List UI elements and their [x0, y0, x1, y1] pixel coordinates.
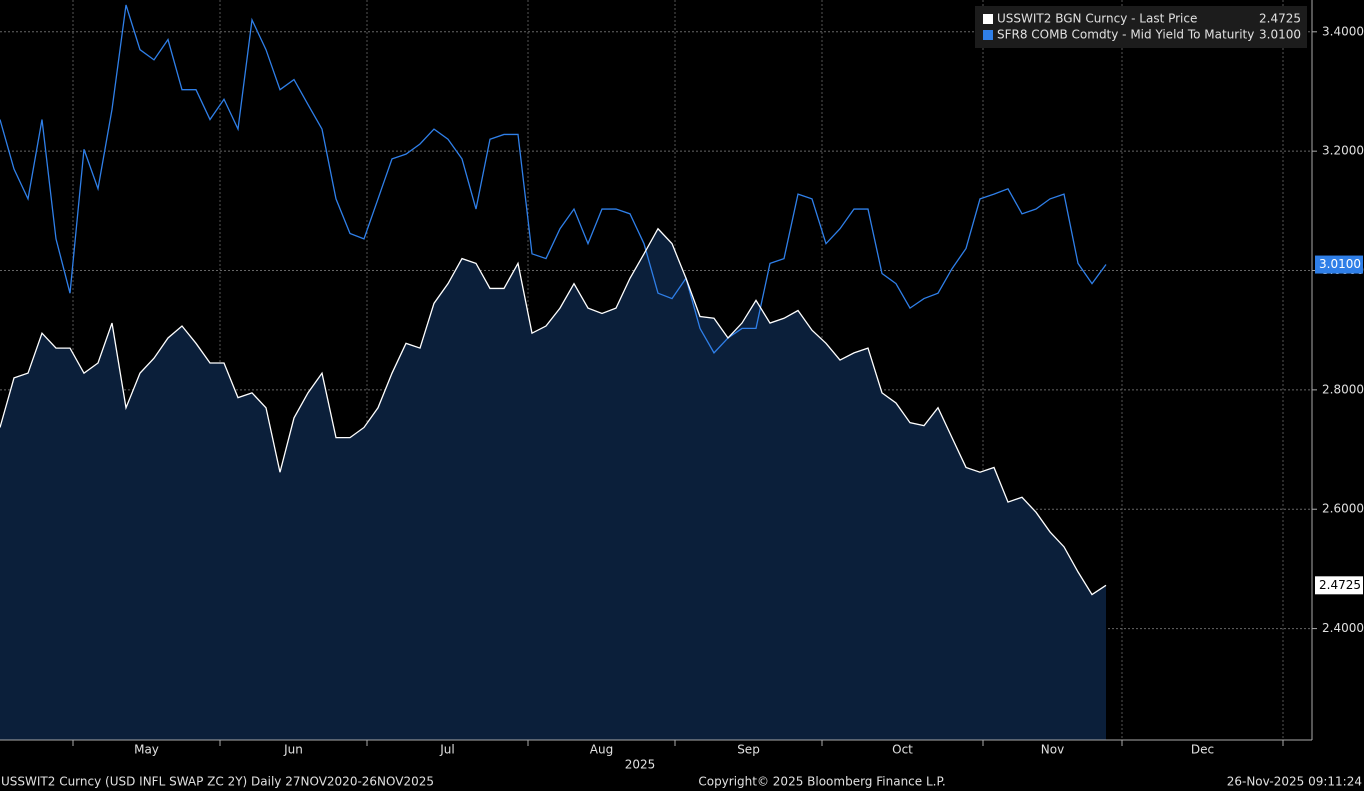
y-tick-label: 3.4000	[1322, 24, 1364, 38]
x-tick-label: Nov	[1041, 743, 1064, 757]
series-line	[0, 4, 1107, 354]
legend-label: SFR8 COMB Comdty - Mid Yield To Maturity	[997, 28, 1254, 42]
x-tick-label: Oct	[892, 743, 913, 757]
legend-label: USSWIT2 BGN Curncy - Last Price	[997, 12, 1197, 26]
x-tick-label: Aug	[590, 743, 613, 757]
source-note: USSWIT2 Curncy (USD INFL SWAP ZC 2Y) Dai…	[1, 775, 434, 789]
y-tick-label: 3.2000	[1322, 144, 1364, 158]
timestamp: 26-Nov-2025 09:11:24	[1227, 775, 1362, 789]
area	[0, 228, 1106, 741]
y-tick-label: 2.6000	[1322, 502, 1364, 516]
x-axis-label: 2025	[625, 758, 656, 772]
last-value-tag	[1315, 255, 1363, 274]
copyright: Copyright© 2025 Bloomberg Finance L.P.	[698, 775, 945, 789]
x-tick-label: Jun	[283, 743, 303, 757]
last-value-label: 2.4725	[1319, 578, 1361, 592]
last-value-label: 3.0100	[1319, 257, 1361, 271]
legend-value: 2.4725	[1259, 12, 1301, 26]
x-tick-label: Sep	[737, 743, 760, 757]
legend-box	[975, 6, 1307, 48]
x-tick-label: Dec	[1191, 743, 1214, 757]
x-tick-label: May	[134, 743, 159, 757]
last-value-tag	[1315, 576, 1363, 595]
y-tick-label: 2.4000	[1322, 621, 1364, 635]
x-tick-label: Jul	[439, 743, 454, 757]
legend-swatch	[983, 14, 993, 24]
legend-value: 3.0100	[1259, 28, 1301, 42]
y-tick-label: 2.8000	[1322, 382, 1364, 396]
legend-swatch	[983, 30, 993, 40]
series-line	[0, 227, 1107, 596]
